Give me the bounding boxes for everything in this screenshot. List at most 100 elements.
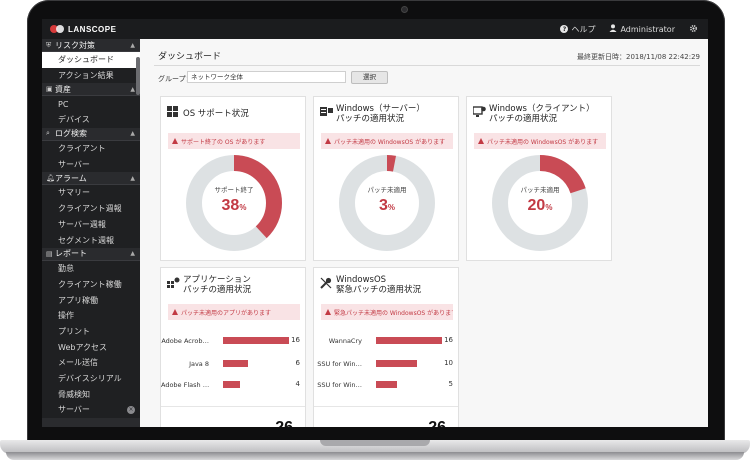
bar-value: 16 xyxy=(291,336,300,344)
card-title: Windows（サーバー） パッチの適用状況 xyxy=(336,104,425,124)
sidebar-item-segment-weekly[interactable]: セグメント週報 xyxy=(42,232,140,248)
card-windows-client-patch[interactable]: Windows（クライアント） パッチの適用状況 パッチ未適用の Windows… xyxy=(466,96,612,261)
sidebar-section-label: リスク対策 xyxy=(55,40,95,50)
donut-chart-client: パッチ未適用 20% xyxy=(490,153,590,253)
card-title-line1: Windows（サーバー） xyxy=(336,104,425,114)
sidebar-item-print[interactable]: プリント xyxy=(42,323,140,340)
sidebar-section-report[interactable]: ▤ レポート ▲ xyxy=(42,247,140,261)
donut-arc-os xyxy=(186,155,282,251)
laptop-notch xyxy=(320,440,430,446)
select-button[interactable]: 選択 xyxy=(351,71,388,84)
bar-label: Java 8 xyxy=(189,360,209,368)
close-icon[interactable]: × xyxy=(127,405,135,414)
alert-banner: パッチ未適用の WindowsOS があります xyxy=(474,133,606,149)
alert-banner: パッチ未適用の WindowsOS があります xyxy=(321,133,453,149)
sidebar-section-label: アラーム xyxy=(55,173,87,183)
bar-row[interactable]: SSU for Win… 10 xyxy=(314,358,458,370)
group-label: グループ： xyxy=(158,75,193,83)
card-title: OS サポート状況 xyxy=(183,109,249,119)
sidebar-item-mail-send[interactable]: メール送信 xyxy=(42,355,140,371)
alert-banner: サポート終了の OS があります xyxy=(168,133,300,149)
card-urgent-patch[interactable]: WindowsOS 緊急パッチの適用状況 緊急パッチ未適用の WindowsOS… xyxy=(313,267,459,427)
chevron-up-icon: ▲ xyxy=(130,41,135,49)
bar xyxy=(376,337,442,344)
sidebar-item-devices[interactable]: デバイス xyxy=(42,112,140,128)
alert-text: パッチ未適用のアプリがあります xyxy=(181,309,272,317)
client-pc-icon xyxy=(472,106,486,118)
shield-icon: ⛨ xyxy=(46,40,52,49)
card-windows-server-patch[interactable]: Windows（サーバー） パッチの適用状況 パッチ未適用の WindowsOS… xyxy=(313,96,459,261)
sidebar-item-device-serial[interactable]: デバイスシリアル xyxy=(42,370,140,387)
bar-value: 5 xyxy=(448,380,453,388)
sidebar-item-client[interactable]: クライアント xyxy=(42,140,140,157)
sidebar-item-client-weekly[interactable]: クライアント週報 xyxy=(42,200,140,217)
sidebar-item-attendance[interactable]: 勤怠 xyxy=(42,260,140,277)
help-label: ヘルプ xyxy=(571,24,596,34)
card-title-line1: Windows（クライアント） xyxy=(489,104,595,114)
card-divider xyxy=(314,406,458,407)
sidebar-item-dashboard[interactable]: ダッシュボード xyxy=(42,52,140,68)
title-divider xyxy=(154,65,700,66)
sidebar-item-action-results[interactable]: アクション結果 xyxy=(42,67,140,84)
search-icon: ⌕ xyxy=(46,129,50,138)
donut-chart-server: パッチ未適用 3% xyxy=(337,153,437,253)
bar-row[interactable]: WannaCry 16 xyxy=(314,335,458,347)
warning-icon xyxy=(325,138,331,144)
help-link[interactable]: ? ヘルプ xyxy=(560,24,595,35)
bar xyxy=(223,360,248,367)
sidebar-item-pc[interactable]: PC xyxy=(42,96,140,113)
screen: LANSCOPE ? ヘルプ Administrator ⛨ リスク対策 xyxy=(42,19,708,427)
sidebar-item-summary[interactable]: サマリー xyxy=(42,185,140,201)
bar-value: 16 xyxy=(444,336,453,344)
brand-logo[interactable]: LANSCOPE xyxy=(50,25,116,34)
card-title: Windows（クライアント） パッチの適用状況 xyxy=(489,104,595,124)
bar-row[interactable]: Java 8 6 xyxy=(161,358,305,370)
donut-arc-client xyxy=(492,155,588,251)
sidebar-item-web-access[interactable]: Webアクセス xyxy=(42,339,140,355)
sidebar-item-operation[interactable]: 操作 xyxy=(42,307,140,324)
card-divider xyxy=(161,406,305,407)
sidebar-item-server-weekly[interactable]: サーバー週報 xyxy=(42,216,140,233)
sidebar: ⛨ リスク対策 ▲ ダッシュボード アクション結果 ▣ 資産 ▲ PC デバイス… xyxy=(42,39,140,427)
bar xyxy=(376,360,418,367)
bar-row[interactable]: Adobe Acrob… 16 xyxy=(161,335,305,347)
wrench-icon xyxy=(320,277,332,289)
card-os-support[interactable]: OS サポート状況 サポート終了の OS があります サポート終了 38% xyxy=(160,96,306,261)
sidebar-section-log-search[interactable]: ⌕ ログ検索 ▲ xyxy=(42,127,140,141)
bar-row[interactable]: SSU for Win… 5 xyxy=(314,379,458,391)
card-app-patch[interactable]: アプリケーション パッチの適用状況 パッチ未適用のアプリがあります Adobe … xyxy=(160,267,306,427)
warning-icon xyxy=(172,309,178,315)
bar-value: 6 xyxy=(295,359,300,367)
sidebar-item-app-operation[interactable]: アプリ稼働 xyxy=(42,292,140,308)
alert-banner: パッチ未適用のアプリがあります xyxy=(168,304,300,320)
page-title: ダッシュボード xyxy=(158,52,222,62)
user-menu[interactable]: Administrator xyxy=(609,24,675,34)
last-updated: 最終更新日時：2018/11/08 22:42:29 xyxy=(576,53,700,61)
sidebar-item-server-report[interactable]: サーバー × xyxy=(42,402,140,418)
sidebar-section-assets[interactable]: ▣ 資産 ▲ xyxy=(42,83,140,97)
sidebar-item-client-operation[interactable]: クライアント稼働 xyxy=(42,276,140,293)
sidebar-item-server[interactable]: サーバー xyxy=(42,156,140,173)
sidebar-item-threat-detection[interactable]: 脅威検知 xyxy=(42,386,140,403)
bar-label: SSU for Win… xyxy=(317,360,362,368)
alert-text: パッチ未適用の WindowsOS があります xyxy=(487,138,599,146)
sidebar-scrollbar[interactable] xyxy=(136,57,140,95)
settings-button[interactable] xyxy=(689,24,698,35)
bell-icon: 🔔︎ xyxy=(46,174,55,183)
brand-name: LANSCOPE xyxy=(68,24,117,34)
server-icon xyxy=(320,106,333,118)
sidebar-section-label: 資産 xyxy=(55,84,71,94)
laptop-base xyxy=(0,440,750,454)
bar xyxy=(223,337,289,344)
group-field[interactable]: ネットワーク全体 xyxy=(187,71,346,83)
card-title-line2: パッチの適用状況 xyxy=(489,114,558,124)
sidebar-section-alarm[interactable]: 🔔︎ アラーム ▲ xyxy=(42,172,140,186)
alert-banner: 緊急パッチ未適用の WindowsOS があります xyxy=(321,304,453,320)
settings-gear-icon xyxy=(689,24,698,35)
card-title-line2: パッチの適用状況 xyxy=(336,114,405,124)
warning-icon xyxy=(478,138,484,144)
chevron-up-icon: ▲ xyxy=(130,85,135,93)
bar-row[interactable]: Adobe Flash … 4 xyxy=(161,379,305,391)
laptop-shadow xyxy=(6,452,744,460)
sidebar-section-risk[interactable]: ⛨ リスク対策 ▲ xyxy=(42,39,140,52)
